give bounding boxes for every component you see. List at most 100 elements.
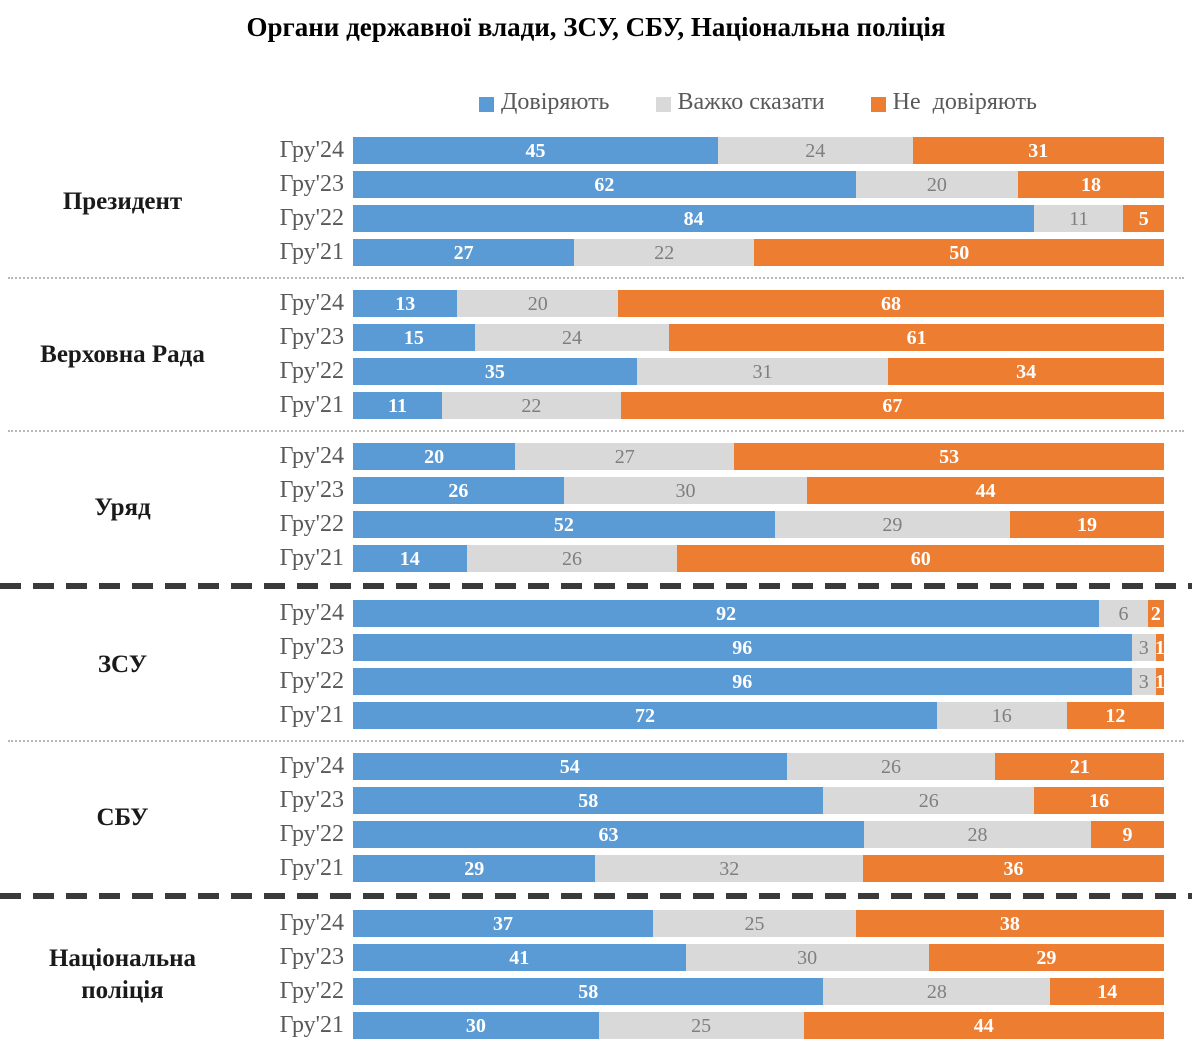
bar-row: Гру'23 26 30 44 (245, 477, 1192, 504)
bar-row: Гру'24 54 26 21 (245, 753, 1192, 780)
segment-value: 24 (805, 139, 826, 162)
segment-distrust: 34 (888, 358, 1164, 385)
segment-value: 25 (744, 912, 765, 935)
segment-value: 26 (880, 755, 901, 778)
segment-distrust: 2 (1147, 600, 1164, 627)
segment-distrust: 53 (734, 443, 1164, 470)
legend-label-trust: Довіряють (501, 89, 610, 115)
stacked-bar: 26 30 44 (353, 477, 1164, 504)
segment-distrust: 68 (617, 290, 1164, 317)
segment-value: 5 (1138, 207, 1149, 230)
segment-trust: 96 (353, 634, 1132, 661)
segment-trust: 30 (353, 1012, 599, 1039)
stacked-bar: 72 16 12 (353, 702, 1164, 729)
segment-value: 92 (716, 602, 737, 625)
bar-row: Гру'21 11 22 67 (245, 392, 1192, 419)
segment-value: 24 (561, 326, 582, 349)
segment-hard-to-say: 20 (457, 290, 618, 317)
segment-hard-to-say: 25 (598, 1012, 804, 1039)
bar-row: Гру'22 58 28 14 (245, 978, 1192, 1005)
period-label: Гру'23 (279, 324, 344, 350)
segment-value: 61 (906, 326, 927, 349)
segment-trust: 20 (353, 443, 516, 470)
segment-trust: 58 (353, 787, 824, 814)
segment-trust: 45 (353, 137, 718, 164)
bar-row: Гру'21 27 22 50 (245, 239, 1192, 266)
segment-trust: 52 (353, 511, 775, 538)
period-label: Гру'24 (279, 910, 344, 936)
segment-distrust: 9 (1091, 821, 1164, 848)
bar-row: Гру'24 37 25 38 (245, 910, 1192, 937)
segment-distrust: 31 (912, 137, 1164, 164)
segment-value: 50 (949, 241, 970, 264)
segment-trust: 54 (353, 753, 787, 780)
stacked-bar: 30 25 44 (353, 1012, 1164, 1039)
segment-value: 96 (732, 670, 753, 693)
segment-value: 41 (509, 946, 530, 969)
segment-hard-to-say: 26 (823, 787, 1035, 814)
segment-value: 29 (882, 513, 903, 536)
segment-value: 12 (1105, 704, 1126, 727)
segment-trust: 27 (353, 239, 575, 266)
stacked-bar: 37 25 38 (353, 910, 1164, 937)
legend-swatch-hard-to-say-icon (655, 96, 671, 112)
segment-value: 32 (719, 857, 740, 880)
bar-row: Гру'23 58 26 16 (245, 787, 1192, 814)
segment-distrust: 67 (620, 392, 1164, 419)
segment-value: 44 (975, 479, 996, 502)
segment-hard-to-say: 20 (855, 171, 1019, 198)
segment-distrust: 16 (1034, 787, 1164, 814)
bar-row: Гру'24 13 20 68 (245, 290, 1192, 317)
segment-value: 31 (1028, 139, 1049, 162)
segment-distrust: 14 (1050, 978, 1164, 1005)
stacked-bar: 41 30 29 (353, 944, 1164, 971)
separator-dotted-thin (8, 430, 1184, 432)
segment-value: 25 (691, 1014, 712, 1037)
segment-value: 96 (732, 636, 753, 659)
segment-distrust: 1 (1155, 668, 1165, 695)
segment-value: 22 (654, 241, 675, 264)
segment-trust: 13 (353, 290, 458, 317)
bar-row: Гру'24 92 6 2 (245, 600, 1192, 627)
segment-hard-to-say: 3 (1131, 634, 1156, 661)
stacked-bar: 58 26 16 (353, 787, 1164, 814)
segment-trust: 29 (353, 855, 596, 882)
segment-distrust: 44 (803, 1012, 1164, 1039)
segment-value: 29 (1036, 946, 1057, 969)
institution-label: Верховна Рада (40, 340, 205, 368)
segment-value: 45 (525, 139, 546, 162)
segment-distrust: 60 (677, 545, 1164, 572)
bar-row: Гру'22 63 28 9 (245, 821, 1192, 848)
stacked-bar: 13 20 68 (353, 290, 1164, 317)
stacked-bar: 11 22 67 (353, 392, 1164, 419)
stacked-bar: 15 24 61 (353, 324, 1164, 351)
segment-hard-to-say: 22 (574, 239, 755, 266)
period-label: Гру'23 (279, 787, 344, 813)
segment-hard-to-say: 6 (1099, 600, 1148, 627)
segment-value: 26 (918, 789, 939, 812)
bar-row: Гру'23 41 30 29 (245, 944, 1192, 971)
segment-value: 62 (594, 173, 615, 196)
segment-value: 16 (991, 704, 1012, 727)
institution-label: Президент (62, 187, 183, 215)
segment-trust: 63 (353, 821, 864, 848)
bar-row: Гру'21 30 25 44 (245, 1012, 1192, 1039)
institution-group-5: СБУ Гру'24 54 26 21 Гру'23 58 26 16 Гру'22 63 28 9 Гр… (0, 746, 1192, 889)
legend-item-trust: Довіряють (479, 89, 610, 116)
segment-trust: 14 (353, 545, 467, 572)
period-label: Гру'23 (279, 634, 344, 660)
stacked-bar: 27 22 50 (353, 239, 1164, 266)
segment-trust: 41 (353, 944, 686, 971)
period-label: Гру'22 (279, 511, 344, 537)
segment-value: 58 (578, 789, 599, 812)
stacked-bar: 58 28 14 (353, 978, 1164, 1005)
period-label: Гру'22 (279, 668, 344, 694)
segment-value: 22 (521, 394, 542, 417)
segment-value: 30 (797, 946, 818, 969)
segment-trust: 15 (353, 324, 475, 351)
stacked-bar: 96 3 1 (353, 634, 1165, 661)
separator-dotted-thin (8, 277, 1184, 279)
stacked-bar: 52 29 19 (353, 511, 1164, 538)
segment-value: 27 (453, 241, 474, 264)
period-label: Гру'24 (279, 753, 344, 779)
